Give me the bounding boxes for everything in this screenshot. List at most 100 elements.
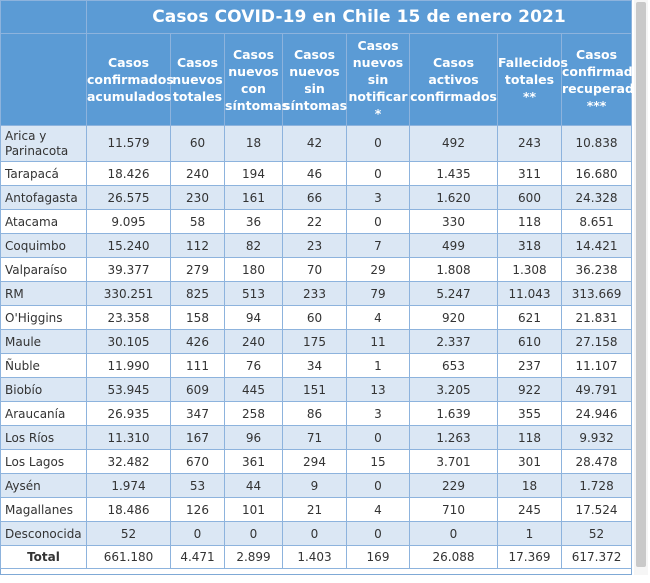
table-cell: 4 [346,497,410,522]
table-cell: 1.639 [409,401,498,426]
table-cell: 24.328 [560,185,633,210]
table-cell: 5.247 [409,281,498,306]
table-cell: 3 [346,185,410,210]
region-name: Valparaíso [0,257,87,282]
region-name: Atacama [0,209,87,234]
region-name: Tarapacá [0,161,87,186]
total-row: Total 661.180 4.471 2.899 1.403 169 26.088 17.3… [0,545,633,569]
table-cell: 240 [224,329,283,354]
table-cell: 39.377 [86,257,171,282]
corner-cell [0,0,87,34]
table-row: Desconocida 52 0 0 0 0 0 1 52 [0,521,633,546]
table-cell: 18.486 [86,497,171,522]
table-cell: 1.808 [409,257,498,282]
table-cell: 621 [497,305,562,330]
table-cell: 301 [497,449,562,474]
table-cell: 9.932 [560,425,633,450]
table-cell: 27.158 [560,329,633,354]
table-row: RM 330.251 825 513 233 79 5.247 11.043 313.669 [0,281,633,306]
region-name: Maule [0,329,87,354]
table-cell: 445 [224,377,283,402]
table-cell: 71 [282,425,347,450]
table-cell: 111 [170,353,225,378]
table-cell: 79 [346,281,410,306]
table-cell: 60 [170,125,225,162]
column-header: Casos nuevos sin notificar * [346,33,410,126]
table-cell: 330 [409,209,498,234]
table-cell: 4 [346,305,410,330]
table-cell: 18 [224,125,283,162]
table-cell: 101 [224,497,283,522]
table-cell: 42 [282,125,347,162]
column-header: Casos nuevos sin síntomas [282,33,347,126]
table-cell: 23 [282,233,347,258]
table-cell: 118 [497,209,562,234]
table-cell: 0 [409,521,498,546]
table-cell: 15 [346,449,410,474]
table-cell: 26.575 [86,185,171,210]
table-cell: 52 [560,521,633,546]
total-cell: 26.088 [409,545,498,569]
table-cell: 3.205 [409,377,498,402]
table-row: Los Ríos 11.310 167 96 71 0 1.263 118 9.932 [0,425,633,450]
region-name: Biobío [0,377,87,402]
region-name: Magallanes [0,497,87,522]
table-row: Arica y Parinacota 11.579 60 18 42 0 492 243 10.… [0,125,633,162]
table-cell: 361 [224,449,283,474]
table-cell: 243 [497,125,562,162]
table-cell: 355 [497,401,562,426]
table-cell: 313.669 [560,281,633,306]
region-name: Arica y Parinacota [0,125,87,162]
table-cell: 180 [224,257,283,282]
table-cell: 245 [497,497,562,522]
table-cell: 21.831 [560,305,633,330]
column-header: Casos confirmados recuperados *** [560,33,650,126]
table-cell: 94 [224,305,283,330]
column-header: Casos nuevos con síntomas [224,33,289,126]
table-cell: 34 [282,353,347,378]
table-cell: 29 [346,257,410,282]
table-cell: 311 [497,161,562,186]
region-name: Coquimbo [0,233,87,258]
table-cell: 23.358 [86,305,171,330]
table-cell: 0 [346,125,410,162]
table-cell: 30.105 [86,329,171,354]
region-name: Los Ríos [0,425,87,450]
table-cell: 11.043 [497,281,562,306]
table-cell: 1.308 [497,257,562,282]
table-cell: 610 [497,329,562,354]
table-cell: 492 [409,125,498,162]
table-cell: 1.728 [560,473,633,498]
table-cell: 158 [170,305,225,330]
table-row: O'Higgins 23.358 158 94 60 4 920 621 21.831 [0,305,633,330]
table-cell: 426 [170,329,225,354]
table-cell: 0 [224,521,283,546]
table-cell: 513 [224,281,283,306]
region-header-cell [0,33,87,126]
region-name: Antofagasta [0,185,87,210]
region-name: Araucanía [0,401,87,426]
table-cell: 167 [170,425,225,450]
table-cell: 499 [409,233,498,258]
table-row: Ñuble 11.990 111 76 34 1 653 237 11.107 [0,353,633,378]
table-cell: 11.310 [86,425,171,450]
total-label: Total [0,545,87,569]
table-cell: 653 [409,353,498,378]
table-cell: 36 [224,209,283,234]
table-cell: 1 [346,353,410,378]
table-cell: 710 [409,497,498,522]
table-cell: 7 [346,233,410,258]
table-cell: 0 [346,473,410,498]
table-cell: 26.935 [86,401,171,426]
table-cell: 36.238 [560,257,633,282]
vertical-scrollbar-thumb[interactable] [636,2,646,567]
table-cell: 825 [170,281,225,306]
table-cell: 0 [346,521,410,546]
column-header: Casos nuevos totales [170,33,225,126]
table-title: Casos COVID-19 en Chile 15 de enero 2021 [85,0,633,34]
table-cell: 330.251 [86,281,171,306]
total-cell: 617.372 [560,545,633,569]
table-cell: 24.946 [560,401,633,426]
table-cell: 0 [170,521,225,546]
table-row: Magallanes 18.486 126 101 21 4 710 245 17.524 [0,497,633,522]
